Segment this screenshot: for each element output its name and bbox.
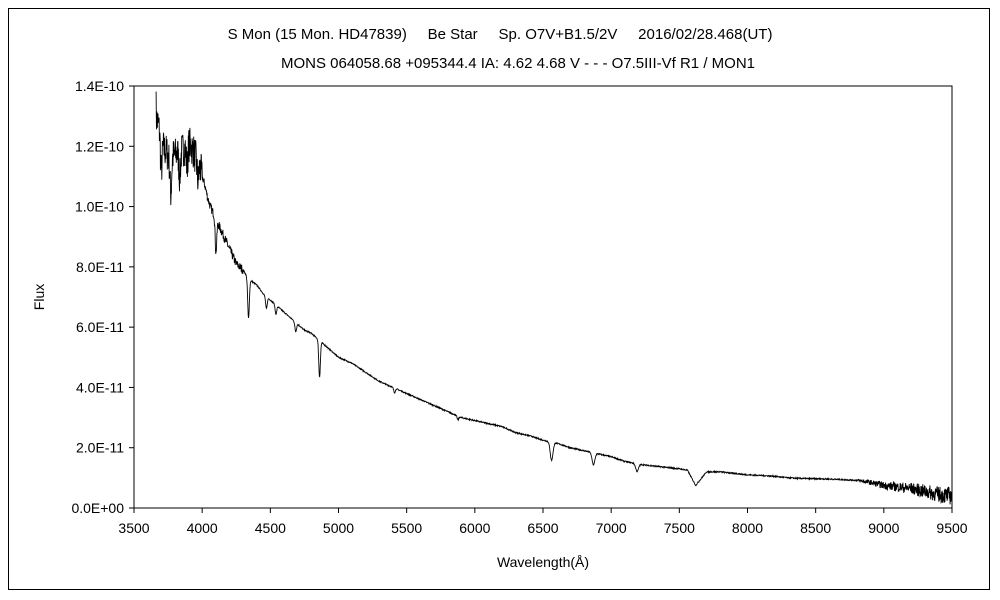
x-tick-label: 5500 xyxy=(391,520,422,536)
x-tick-label: 5000 xyxy=(323,520,354,536)
chart-frame xyxy=(8,8,990,590)
y-tick-label: 2.0E-11 xyxy=(76,440,124,456)
y-tick-label: 1.2E-10 xyxy=(75,138,124,154)
spectrum-line xyxy=(155,91,953,505)
y-tick-label: 8.0E-11 xyxy=(76,259,124,275)
y-tick-label: 4.0E-11 xyxy=(76,379,124,395)
x-tick-label: 8000 xyxy=(732,520,763,536)
x-tick-label: 9500 xyxy=(936,520,967,536)
y-tick-label: 0.0E+00 xyxy=(71,500,124,516)
x-tick-label: 7000 xyxy=(596,520,627,536)
y-axis-label: Flux xyxy=(31,284,47,310)
x-axis-label: Wavelength(Å) xyxy=(497,554,589,570)
chart-title-line-2: MONS 064058.68 +095344.4 IA: 4.62 4.68 V… xyxy=(281,55,755,72)
plot-area xyxy=(133,85,953,509)
chart-title-line-1: S Mon (15 Mon. HD47839) Be Star Sp. O7V+… xyxy=(227,26,773,43)
y-tick-label: 1.4E-10 xyxy=(75,78,124,94)
x-tick-label: 7500 xyxy=(664,520,695,536)
x-tick-label: 9000 xyxy=(868,520,899,536)
x-tick-label: 8500 xyxy=(800,520,831,536)
y-tick-label: 1.0E-10 xyxy=(75,199,124,215)
x-tick-label: 4000 xyxy=(187,520,218,536)
x-tick-label: 4500 xyxy=(255,520,286,536)
x-tick-label: 6000 xyxy=(459,520,490,536)
x-tick-label: 3500 xyxy=(118,520,149,536)
x-tick-label: 6500 xyxy=(527,520,558,536)
y-tick-label: 6.0E-11 xyxy=(76,319,124,335)
